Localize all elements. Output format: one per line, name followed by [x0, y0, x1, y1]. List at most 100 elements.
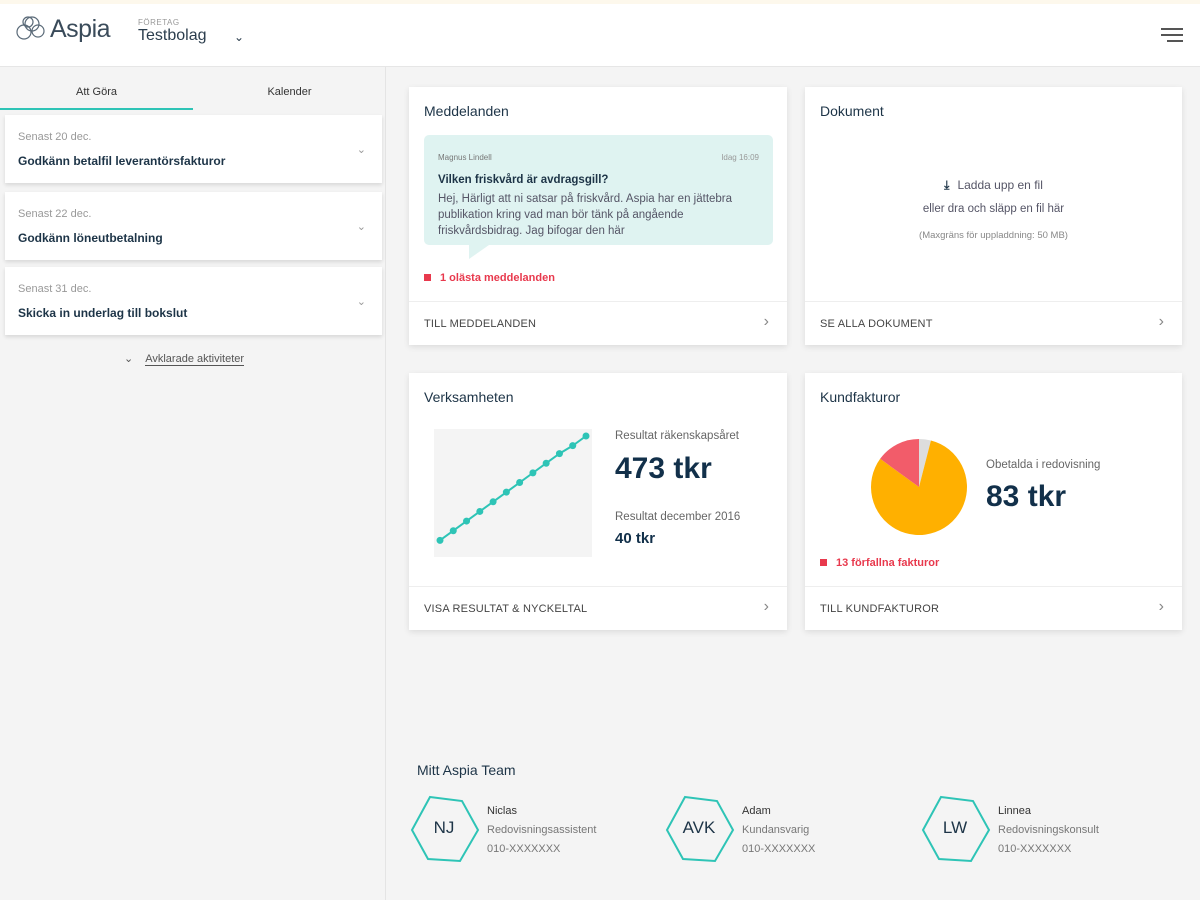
hexagon-avatar-icon: [921, 795, 991, 863]
data-point: [582, 432, 590, 440]
task-item[interactable]: Senast 20 dec. Godkänn betalfil leverant…: [5, 115, 382, 183]
data-point: [569, 442, 577, 450]
to-messages-link[interactable]: TILL MEDDELANDEN ›: [409, 301, 787, 345]
data-point: [449, 527, 457, 535]
member-initials: NJ: [433, 818, 455, 837]
sidebar: Att Göra Kalender Senast 20 dec. Godkänn…: [0, 67, 386, 900]
member-name: Niclas: [487, 805, 517, 817]
result-year-label: Resultat räkenskapsåret: [615, 430, 740, 442]
app-header: Aspia FÖRETAG Testbolag ⌄: [0, 4, 1200, 67]
chevron-down-icon[interactable]: ⌄: [234, 30, 245, 44]
company-label: FÖRETAG: [138, 18, 180, 27]
data-point: [542, 459, 550, 467]
card-title: Dokument: [820, 103, 884, 119]
team-title: Mitt Aspia Team: [417, 762, 516, 778]
footer-label: TILL MEDDELANDEN: [424, 318, 537, 330]
data-point: [463, 517, 471, 525]
footer-label: TILL KUNDFAKTUROR: [820, 603, 940, 615]
hexagon-avatar-icon: [410, 795, 480, 863]
tab-att-gora[interactable]: Att Göra: [76, 86, 117, 98]
card-title: Kundfakturor: [820, 389, 901, 405]
top-strip: [0, 0, 1200, 4]
data-point: [489, 498, 497, 506]
member-role: Kundansvarig: [742, 824, 810, 836]
drag-drop-text: eller dra och släpp en fil här: [922, 203, 1065, 215]
chevron-right-icon: ›: [1158, 313, 1164, 330]
upload-limit: (Maxgräns för uppladdning: 50 MB): [919, 230, 1068, 241]
data-point: [436, 536, 444, 544]
team-member[interactable]: NJ Niclas Redovisningsassistent 010-XXXX…: [410, 795, 650, 865]
team-member[interactable]: AVK Adam Kundansvarig 010-XXXXXXX: [665, 795, 905, 865]
task-item[interactable]: Senast 31 dec. Skicka in underlag till b…: [5, 267, 382, 335]
message-sender: Magnus Lindell: [438, 153, 492, 162]
company-selector[interactable]: FÖRETAG Testbolag: [138, 18, 207, 45]
completed-activities-link[interactable]: ⌄ Avklarade aktiviteter: [124, 352, 245, 366]
chevron-down-icon[interactable]: ⌄: [356, 296, 366, 308]
result-line-chart: [434, 429, 592, 557]
card-title: Verksamheten: [424, 389, 514, 405]
footer-label: VISA RESULTAT & NYCKELTAL: [424, 603, 588, 615]
to-invoices-link[interactable]: TILL KUNDFAKTUROR ›: [805, 586, 1182, 630]
chevron-down-icon[interactable]: ⌄: [356, 221, 366, 233]
result-month-label: Resultat december 2016: [615, 511, 741, 523]
member-name: Linnea: [998, 805, 1032, 817]
data-point: [555, 450, 563, 458]
team-member[interactable]: LW Linnea Redovisningskonsult 010-XXXXXX…: [921, 795, 1161, 865]
result-year-value: 473 tkr: [615, 452, 712, 485]
member-role: Redovisningskonsult: [998, 824, 1099, 836]
data-point: [529, 469, 537, 477]
active-tab-indicator: [0, 108, 193, 110]
hamburger-menu-icon[interactable]: [1161, 28, 1183, 46]
view-results-link[interactable]: VISA RESULTAT & NYCKELTAL ›: [409, 586, 787, 630]
chevron-down-icon: ⌄: [124, 353, 134, 365]
footer-label: SE ALLA DOKUMENT: [820, 318, 933, 330]
task-title: Godkänn löneutbetalning: [18, 231, 163, 245]
logo-text: Aspia: [50, 14, 111, 43]
member-initials: LW: [942, 818, 968, 837]
completed-activities-label: Avklarade aktiviteter: [145, 353, 245, 366]
member-role: Redovisningsassistent: [487, 824, 597, 836]
message-subject: Vilken friskvård är avdragsgill?: [438, 174, 609, 186]
all-documents-link[interactable]: SE ALLA DOKUMENT ›: [805, 301, 1182, 345]
messages-card: Meddelanden Magnus Lindell Idag 16:09 Vi…: [409, 87, 787, 345]
logo-icon: [16, 16, 45, 40]
upload-file-link[interactable]: ⤓ Ladda upp en fil: [805, 178, 1182, 193]
company-value: Testbolag: [138, 27, 207, 44]
task-due: Senast 22 dec.: [18, 208, 92, 220]
business-card: Verksamheten Resultat räkenskapsåret 473…: [409, 373, 787, 630]
aspia-logo[interactable]: Aspia: [14, 14, 111, 44]
upload-icon: ⤓: [944, 178, 950, 192]
member-phone: 010-XXXXXXX: [998, 843, 1072, 855]
data-point: [502, 488, 510, 496]
member-phone: 010-XXXXXXX: [487, 843, 561, 855]
chevron-right-icon: ›: [763, 598, 769, 615]
pie-slice: [880, 439, 919, 487]
invoices-pie-chart: [871, 439, 967, 535]
message-preview[interactable]: Magnus Lindell Idag 16:09 Vilken friskvå…: [424, 135, 773, 259]
member-name: Adam: [742, 805, 771, 817]
member-initials: AVK: [682, 818, 716, 837]
unpaid-label: Obetalda i redovisning: [986, 459, 1101, 471]
unread-count: 1 olästa meddelanden: [424, 272, 555, 284]
task-due: Senast 20 dec.: [18, 131, 92, 143]
pie-slice: [871, 440, 967, 535]
chevron-right-icon: ›: [763, 313, 769, 330]
tab-kalender[interactable]: Kalender: [267, 86, 312, 98]
hexagon-avatar-icon: [665, 795, 735, 863]
overdue-count: 13 förfallna fakturor: [820, 557, 939, 569]
task-item[interactable]: Senast 22 dec. Godkänn löneutbetalning ⌄: [5, 192, 382, 260]
card-title: Meddelanden: [424, 103, 509, 119]
upload-label: Ladda upp en fil: [957, 178, 1043, 192]
unpaid-value: 83 tkr: [986, 480, 1067, 513]
task-title: Godkänn betalfil leverantörsfakturor: [18, 154, 226, 168]
documents-card: Dokument ⤓ Ladda upp en fil eller dra och…: [805, 87, 1182, 345]
member-phone: 010-XXXXXXX: [742, 843, 816, 855]
chevron-right-icon: ›: [1158, 598, 1164, 615]
data-point: [516, 479, 524, 487]
chevron-down-icon[interactable]: ⌄: [356, 144, 366, 156]
task-due: Senast 31 dec.: [18, 283, 92, 295]
invoices-card: Kundfakturor Obetalda i redovisning 83 t…: [805, 373, 1182, 630]
message-time: Idag 16:09: [721, 153, 759, 162]
pie-slice: [919, 439, 931, 487]
data-point: [476, 507, 484, 515]
